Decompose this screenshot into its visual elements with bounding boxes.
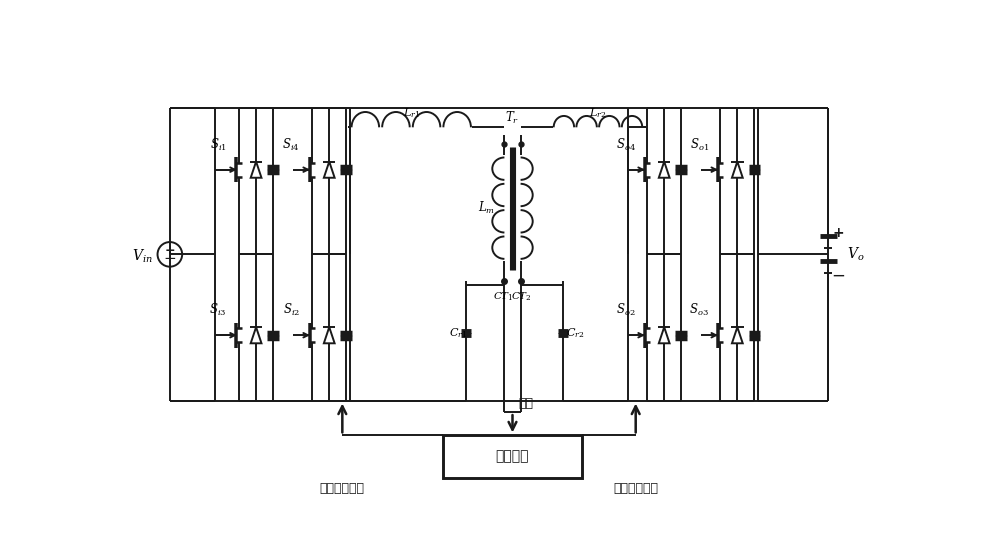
Text: 开关驱动信号: 开关驱动信号 [320,481,365,495]
Text: $CT_2$: $CT_2$ [511,290,532,303]
Text: $S_{o4}$: $S_{o4}$ [616,137,636,153]
Text: $S_{o1}$: $S_{o1}$ [690,137,709,153]
Text: $S_{i4}$: $S_{i4}$ [282,137,300,153]
Text: −: − [831,267,845,285]
Text: 开关驱动信号: 开关驱动信号 [613,481,658,495]
Text: $V_o$: $V_o$ [847,245,865,263]
Text: $S_{o2}$: $S_{o2}$ [616,302,636,318]
Bar [443,435,582,478]
Text: 控制电路: 控制电路 [496,449,529,464]
Text: $C_{r2}$: $C_{r2}$ [566,326,585,340]
Text: +: + [832,226,844,240]
Text: 测控: 测控 [519,397,534,410]
Text: $L_m$: $L_m$ [478,200,495,216]
Text: −: − [163,251,176,266]
Text: $S_{o3}$: $S_{o3}$ [689,302,709,318]
Text: $V_{in}$: $V_{in}$ [132,248,153,265]
Text: $T_r$: $T_r$ [505,110,520,126]
Text: $CT_1$: $CT_1$ [493,290,514,303]
Text: $S_{i3}$: $S_{i3}$ [209,302,227,318]
Text: $L_{r2}$: $L_{r2}$ [589,106,607,120]
Text: $C_{r1}$: $C_{r1}$ [449,326,468,340]
Text: $S_{i2}$: $S_{i2}$ [283,302,300,318]
Text: $L_{r1}$: $L_{r1}$ [403,106,420,120]
Text: $S_{i1}$: $S_{i1}$ [210,137,226,153]
Text: +: + [165,244,175,257]
